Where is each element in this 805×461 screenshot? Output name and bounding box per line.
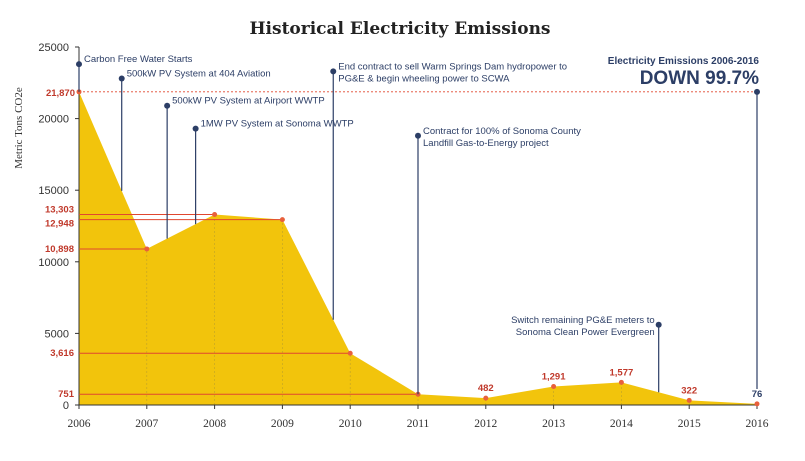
- callout-headline: DOWN 99.7%: [640, 68, 759, 89]
- annotation-marker: [330, 68, 337, 75]
- value-label: 1,577: [610, 367, 634, 378]
- annotation-label: Switch remaining PG&E meters to: [511, 315, 655, 326]
- data-point: [618, 379, 624, 385]
- annotation-marker: [118, 75, 125, 82]
- x-tick-label: 2010: [339, 418, 362, 430]
- value-label: 12,948: [45, 219, 74, 230]
- data-point: [483, 395, 489, 401]
- annotation-label: 1MW PV System at Sonoma WWTP: [201, 119, 354, 130]
- annotation-label: 500kW PV System at 404 Aviation: [127, 69, 271, 80]
- annotation-marker: [415, 132, 421, 139]
- annotation-marker: [164, 102, 171, 109]
- callout-marker: [754, 88, 760, 95]
- emissions-area: [79, 91, 757, 406]
- x-tick-label: 2011: [407, 418, 430, 430]
- annotation-marker: [655, 321, 662, 328]
- value-label: 10,898: [45, 244, 74, 255]
- plot-area: 0 5000 10000 15000 20000 25000 2006 2007 2008 200…: [38, 42, 768, 430]
- data-point: [212, 212, 218, 218]
- value-label: 21,870: [46, 88, 75, 99]
- value-label: 13,303: [45, 205, 74, 216]
- annotation-label: End contract to sell Warm Springs Dam hy…: [338, 61, 567, 72]
- data-point: [279, 217, 285, 223]
- annotation-marker: [192, 125, 199, 132]
- x-tick-label: 2007: [135, 418, 158, 430]
- x-tick-label: 2015: [678, 418, 701, 430]
- annotation-marker: [76, 61, 82, 68]
- data-point: [144, 246, 150, 252]
- annotation-label: Landfill Gas-to-Energy project: [423, 138, 549, 149]
- callout-subtitle: Electricity Emissions 2006-2016: [608, 56, 760, 67]
- value-label: 322: [681, 385, 697, 396]
- x-tick-label: 2014: [610, 418, 633, 430]
- annotation-label: Sonoma Clean Power Evergreen: [516, 327, 655, 338]
- data-point: [686, 397, 692, 403]
- y-tick-label: 20000: [38, 114, 69, 126]
- value-label: 76: [752, 389, 763, 400]
- data-point: [754, 401, 760, 407]
- chart-title: Historical Electricity Emissions: [249, 19, 550, 39]
- x-tick-label: 2009: [271, 418, 294, 430]
- x-tick-label: 2013: [542, 418, 565, 430]
- annotation-label: 500kW PV System at Airport WWTP: [172, 96, 325, 107]
- annotation-label: Contract for 100% of Sonoma County: [423, 126, 581, 137]
- y-tick-label: 15000: [38, 185, 69, 197]
- y-tick-label: 25000: [38, 42, 69, 54]
- x-tick-label: 2006: [68, 418, 91, 430]
- annotation-label: Carbon Free Water Starts: [84, 54, 193, 65]
- value-label: 751: [58, 389, 75, 400]
- y-tick-label: 0: [63, 400, 69, 412]
- value-label: 1,291: [542, 372, 566, 383]
- annotation-label: PG&E & begin wheeling power to SCWA: [338, 73, 510, 84]
- y-tick-label: 10000: [38, 257, 69, 269]
- x-tick-label: 2008: [203, 418, 226, 430]
- value-label: 3,616: [50, 348, 74, 359]
- x-tick-label: 2012: [474, 418, 497, 430]
- value-label: 482: [478, 383, 494, 394]
- data-point: [551, 384, 557, 390]
- y-tick-label: 5000: [45, 328, 69, 340]
- data-point: [347, 350, 353, 356]
- y-axis-label: Metric Tons CO2e: [13, 87, 25, 169]
- x-tick-label: 2016: [746, 418, 769, 430]
